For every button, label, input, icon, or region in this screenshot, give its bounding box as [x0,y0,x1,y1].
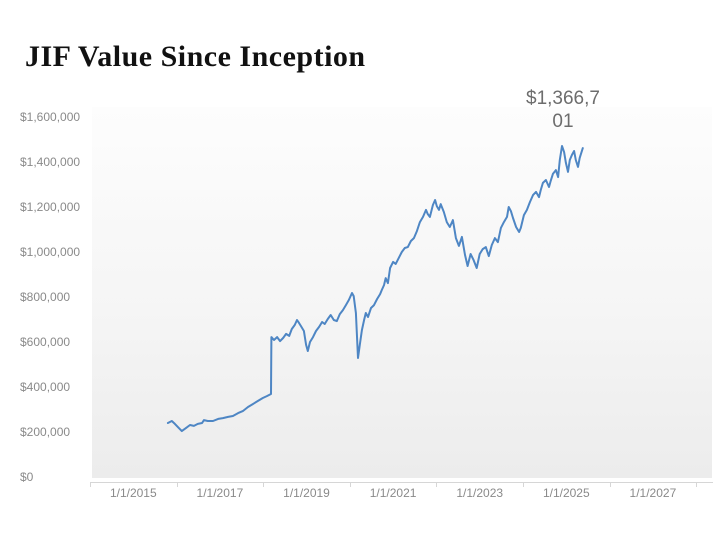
x-axis-label: 1/1/2025 [542,486,590,500]
y-axis-label: $800,000 [20,290,71,304]
y-axis-label: $0 [20,470,34,484]
chart-title: JIF Value Since Inception [25,40,366,73]
y-axis-label: $1,000,000 [20,245,81,259]
x-axis-label: 1/1/2021 [369,486,417,500]
y-axis-label: $1,400,000 [20,155,81,169]
x-axis-tick [176,482,178,487]
x-axis-label: 1/1/2017 [196,486,244,500]
y-axis-label: $1,600,000 [20,110,81,124]
x-axis-tick [263,482,265,487]
x-axis-label: 1/1/2019 [283,486,330,500]
x-axis-line [90,482,713,483]
x-axis-label: 1/1/2023 [456,486,504,500]
last-value-label: $1,366,7 01 [526,87,600,133]
x-axis-tick [436,482,438,487]
y-axis-label: $400,000 [20,380,71,394]
plot-background [92,107,712,478]
y-axis-label: $200,000 [20,425,71,439]
x-axis-tick [523,482,524,487]
x-axis-tick [90,482,91,487]
x-axis-label: 1/1/2027 [629,486,677,500]
x-axis-tick [349,482,351,487]
x-axis-tick [696,482,698,487]
last-value-label-line1: $1,366,7 [526,88,600,109]
x-axis-tick [609,482,611,487]
y-axis-label: $600,000 [20,335,71,349]
x-axis-label: 1/1/2015 [109,486,157,500]
y-axis-label: $1,200,000 [20,200,81,214]
last-value-label-line2: 01 [552,111,574,132]
